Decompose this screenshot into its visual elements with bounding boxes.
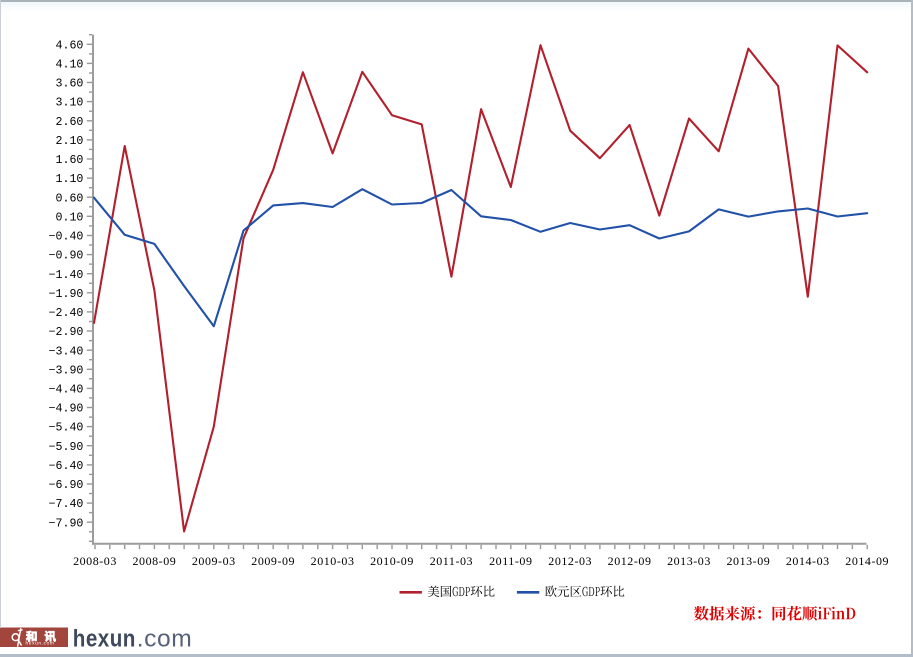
svg-text:.com: .com [137,625,193,652]
svg-text:2010-09: 2010-09 [370,554,414,568]
svg-text:2009-03: 2009-03 [192,554,236,568]
svg-text:2008-09: 2008-09 [132,554,176,568]
svg-text:3.10: 3.10 [56,97,84,110]
svg-text:−2.40: −2.40 [49,307,84,320]
svg-text:0.10: 0.10 [56,211,84,224]
svg-text:0.60: 0.60 [56,192,84,205]
svg-text:−0.40: −0.40 [49,231,84,244]
svg-text:−0.90: −0.90 [49,250,84,263]
svg-text:2010-03: 2010-03 [311,554,355,568]
svg-text:−4.40: −4.40 [49,384,84,397]
svg-text:−6.90: −6.90 [49,479,84,492]
svg-text:2011-03: 2011-03 [430,554,473,568]
svg-text:−1.40: −1.40 [49,269,84,282]
svg-text:2014-09: 2014-09 [845,554,889,568]
svg-text:−5.90: −5.90 [49,441,84,454]
svg-text:2009-09: 2009-09 [251,554,295,568]
svg-text:−3.40: −3.40 [49,345,84,358]
svg-text:2011-09: 2011-09 [489,554,532,568]
svg-text:−7.40: −7.40 [49,498,84,511]
svg-text:−2.90: −2.90 [49,326,84,339]
svg-text:2013-03: 2013-03 [667,554,711,568]
svg-text:2.10: 2.10 [56,135,84,148]
svg-text:−4.90: −4.90 [49,403,84,416]
svg-text:−6.40: −6.40 [49,460,84,473]
svg-text:hexun: hexun [73,625,136,652]
svg-text:−3.90: −3.90 [49,364,84,377]
svg-text:−1.90: −1.90 [49,288,84,301]
svg-text:3.60: 3.60 [56,78,84,91]
svg-text:2.60: 2.60 [56,116,84,129]
svg-text:2008-03: 2008-03 [73,554,117,568]
svg-text:4.60: 4.60 [56,39,84,52]
svg-text:1.10: 1.10 [56,173,84,186]
svg-text:1.60: 1.60 [56,154,84,167]
svg-text:2012-09: 2012-09 [608,554,652,568]
svg-text:4.10: 4.10 [56,59,84,72]
svg-text:2014-03: 2014-03 [786,554,830,568]
svg-text:hexun.com: hexun.com [26,641,55,646]
svg-text:2013-09: 2013-09 [726,554,770,568]
svg-text:−5.40: −5.40 [49,422,84,435]
svg-text:2012-03: 2012-03 [548,554,592,568]
svg-text:−7.90: −7.90 [49,517,84,530]
